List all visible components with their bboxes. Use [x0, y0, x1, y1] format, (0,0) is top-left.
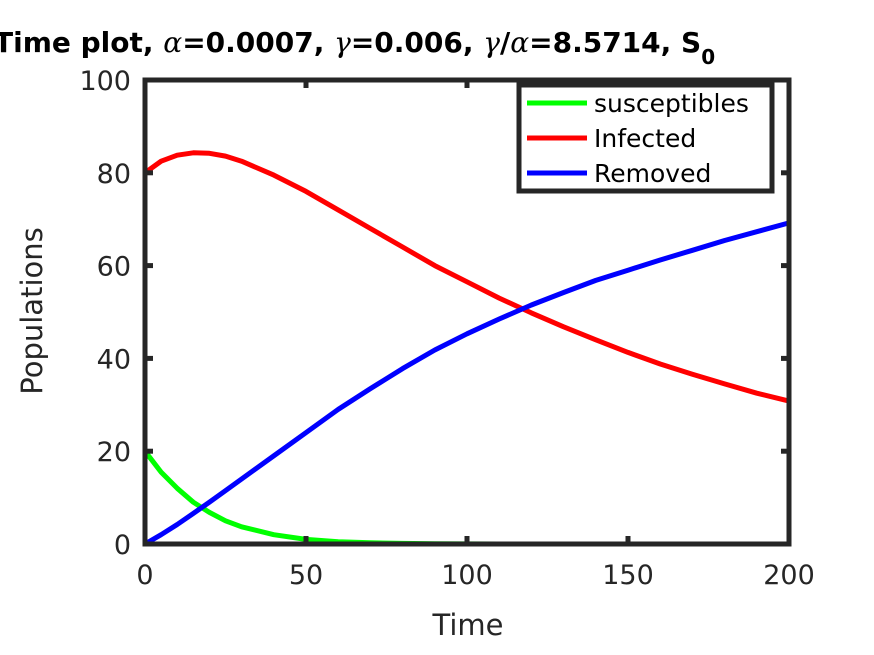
legend: susceptibles Infected Removed [516, 82, 775, 194]
y-tick-label: 100 [79, 66, 131, 97]
x-tick-label: 100 [441, 560, 493, 591]
series-line-removed [143, 220, 790, 547]
legend-label-removed: Removed [594, 159, 711, 188]
chart-title: Time plot, α=0.0007, γ=0.006, γ/α=8.5714… [0, 26, 715, 69]
y-tick-label: 0 [114, 530, 131, 561]
axes-layer: 0 50 100 150 200 0 20 40 60 80 100 [79, 66, 814, 591]
x-tick-label: 0 [136, 560, 153, 591]
y-axis-label: Populations [15, 227, 49, 394]
legend-label-infected: Infected [594, 124, 696, 153]
x-tick-label: 50 [289, 560, 323, 591]
y-tick-label: 40 [97, 344, 131, 375]
y-tick-label: 20 [97, 437, 131, 468]
y-tick-label: 60 [97, 252, 131, 283]
y-tick-label: 80 [97, 159, 131, 190]
legend-label-susceptibles: susceptibles [594, 89, 749, 118]
x-axis-label: Time [432, 608, 504, 642]
x-tick-label: 150 [602, 560, 654, 591]
series-line-infected [143, 150, 790, 404]
x-tick-label: 200 [763, 560, 815, 591]
